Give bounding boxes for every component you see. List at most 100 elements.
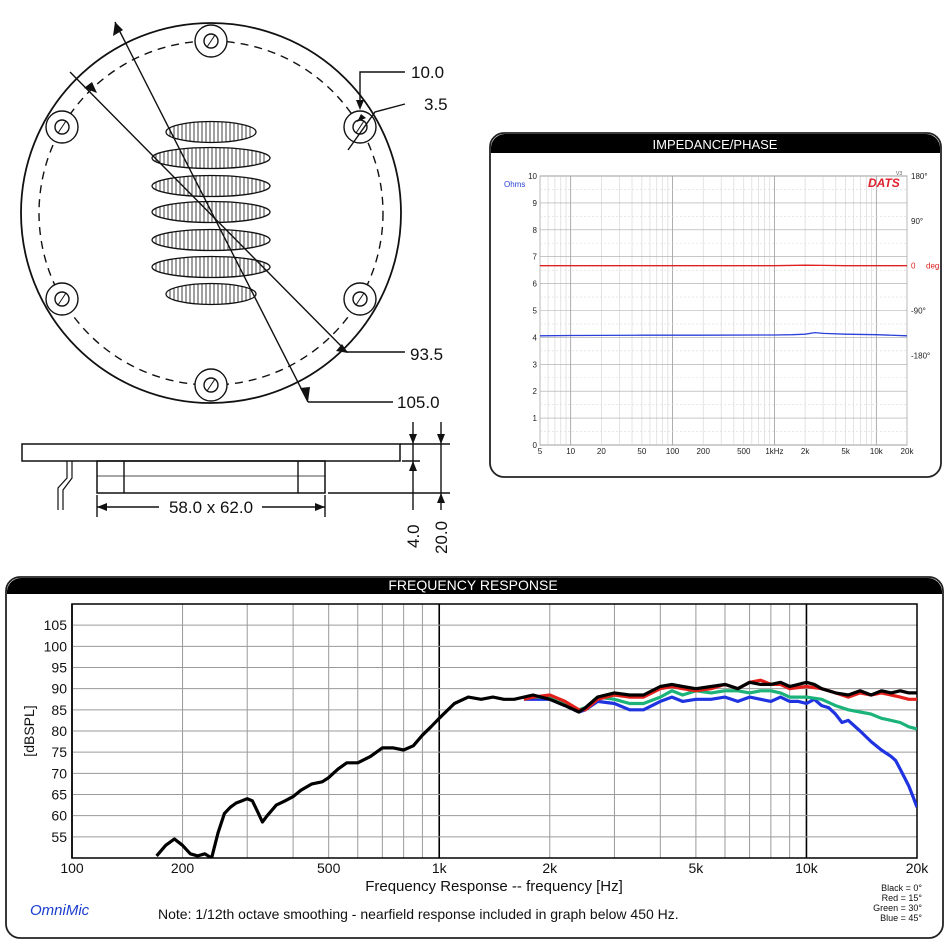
frequency-y-tick-label: 75 — [51, 744, 67, 760]
frequency-x-tick-label: 10k — [795, 860, 819, 876]
terminal-tab — [57, 461, 73, 510]
frequency-y-tick-label: 65 — [51, 787, 67, 803]
dim-label-hole: 3.5 — [424, 95, 448, 114]
impedance-y-tick-label: 2 — [533, 387, 538, 396]
impedance-x-tick-label: 200 — [697, 447, 711, 456]
omnimic-brand: OmniMic — [30, 902, 90, 919]
frequency-y-tick-label: 100 — [44, 638, 68, 654]
impedance-x-tick-label: 1kHz — [765, 447, 783, 456]
hole-center-mark — [355, 120, 365, 134]
legend-entry-black: Black = 0° — [881, 883, 922, 893]
arrowhead — [409, 434, 445, 503]
arrowhead — [336, 344, 348, 353]
impedance-y-tick-label: 1 — [533, 414, 538, 423]
frequency-y-tick-label: 85 — [51, 702, 67, 718]
impedance-y-tick-label: 9 — [533, 199, 538, 208]
impedance-y-tick-label: 10 — [528, 172, 537, 181]
impedance-x-tick-label: 10k — [870, 447, 884, 456]
frequency-x-tick-label: 1k — [432, 860, 448, 876]
impedance-y-tick-label: 4 — [533, 333, 538, 342]
impedance-x-tick-label: 500 — [737, 447, 751, 456]
impedance-y2-tick-label: 90° — [911, 217, 923, 226]
frequency-panel: FREQUENCY RESPONSE 100 200 500 1k 2k 5k 10k 20k… — [5, 576, 944, 939]
dim-label-counterbore: 10.0 — [411, 63, 444, 82]
impedance-y2-tick-label: -180° — [911, 351, 930, 360]
arrowhead — [357, 114, 366, 122]
arrowhead — [113, 22, 123, 36]
frequency-series-blue — [523, 695, 917, 808]
dim-leader-hole — [347, 103, 406, 151]
impedance-right-unit: deg — [926, 262, 939, 271]
grille-slot — [151, 200, 271, 224]
mechanical-drawing: 105.0 93.5 10.0 3.5 58.0 x 62.0 4.0 20.0 — [20, 21, 451, 554]
impedance-left-unit: Ohms — [504, 180, 525, 189]
impedance-x-tick-label: 10 — [566, 447, 575, 456]
impedance-y2-tick-label: -90° — [911, 307, 926, 316]
frequency-x-tick-label: 100 — [60, 860, 84, 876]
impedance-x-tick-label: 100 — [666, 447, 680, 456]
impedance-series-magnitude — [539, 331, 908, 337]
impedance-plot-area: 5 10 20 50 100 200 500 1kHz 2k 5k 10k 20k0123456789… — [504, 171, 939, 456]
dats-logo-version: V3 — [896, 171, 902, 177]
impedance-x-tick-label: 20 — [597, 447, 606, 456]
grille-slot — [151, 228, 271, 252]
outer-flange-circle — [20, 22, 402, 404]
impedance-y2-tick-label: 0 — [911, 262, 916, 271]
frequency-y-tick-label: 55 — [51, 829, 67, 845]
impedance-x-tick-label: 20k — [901, 447, 915, 456]
legend-entry-green: Green = 30° — [873, 903, 922, 913]
impedance-x-tick-label: 2k — [801, 447, 810, 456]
hole-center-mark — [206, 378, 216, 392]
frequency-plot-frame — [71, 603, 918, 859]
dim-label-boltcircle: 93.5 — [410, 345, 443, 364]
impedance-y2-tick-label: 180° — [911, 172, 928, 181]
arrowhead — [300, 387, 310, 402]
frequency-x-axis-label: Frequency Response -- frequency [Hz] — [365, 878, 623, 895]
grille-slot — [151, 255, 271, 279]
mounting-hole — [54, 119, 70, 135]
hole-center-mark — [206, 34, 216, 48]
frequency-y-tick-label: 70 — [51, 765, 67, 781]
dim-line-boltcircle — [69, 71, 348, 353]
frequency-plot-area: 100 200 500 1k 2k 5k 10k 20k 55 60 65 70 75 80 85 90 95 1… — [21, 603, 930, 923]
frequency-x-tick-label: 200 — [171, 860, 195, 876]
legend-entry-red: Red = 15° — [882, 893, 923, 903]
frequency-x-tick-label: 20k — [906, 860, 930, 876]
arrowhead — [84, 82, 97, 93]
impedance-x-tick-label: 5 — [538, 447, 543, 456]
dim-label-flange: 4.0 — [404, 524, 423, 548]
grille-slot — [151, 174, 271, 198]
smoothing-note: Note: 1/12th octave smoothing - nearfiel… — [158, 906, 679, 922]
impedance-header: IMPEDANCE/PHASE — [653, 137, 778, 152]
dats-logo: DATS — [868, 176, 900, 190]
dim-line-outer — [114, 21, 309, 403]
mounting-hole — [203, 33, 219, 49]
hole-center-mark — [57, 120, 67, 134]
dim-label-depth: 20.0 — [432, 521, 451, 554]
frequency-series-black — [155, 680, 917, 858]
frequency-x-tick-label: 2k — [542, 860, 558, 876]
impedance-y-tick-label: 5 — [533, 307, 538, 316]
impedance-y-tick-label: 7 — [533, 253, 538, 262]
side-view-flange — [21, 443, 401, 462]
grille-slot — [165, 120, 257, 144]
frequency-y-axis-label: [dBSPL] — [21, 705, 37, 756]
impedance-panel: IMPEDANCE/PHASE 5 10 20 50 100 200 500 1kHz 2k 5k… — [489, 132, 942, 478]
impedance-y-tick-label: 3 — [533, 360, 538, 369]
arrowhead — [356, 100, 364, 110]
hole-center-mark — [57, 292, 67, 306]
mounting-hole — [54, 291, 70, 307]
impedance-y-tick-label: 0 — [533, 441, 538, 450]
frequency-y-tick-label: 95 — [51, 660, 67, 676]
mounting-hole — [352, 291, 368, 307]
dim-label-cutout: 58.0 x 62.0 — [169, 498, 253, 517]
grille-slot — [151, 146, 271, 170]
frequency-header: FREQUENCY RESPONSE — [388, 577, 557, 593]
impedance-x-tick-label: 5k — [841, 447, 850, 456]
grille-slot — [165, 282, 257, 306]
mounting-hole — [203, 377, 219, 393]
frequency-y-tick-label: 80 — [51, 723, 67, 739]
frequency-y-tick-label: 90 — [51, 681, 67, 697]
side-view-body — [96, 460, 326, 494]
